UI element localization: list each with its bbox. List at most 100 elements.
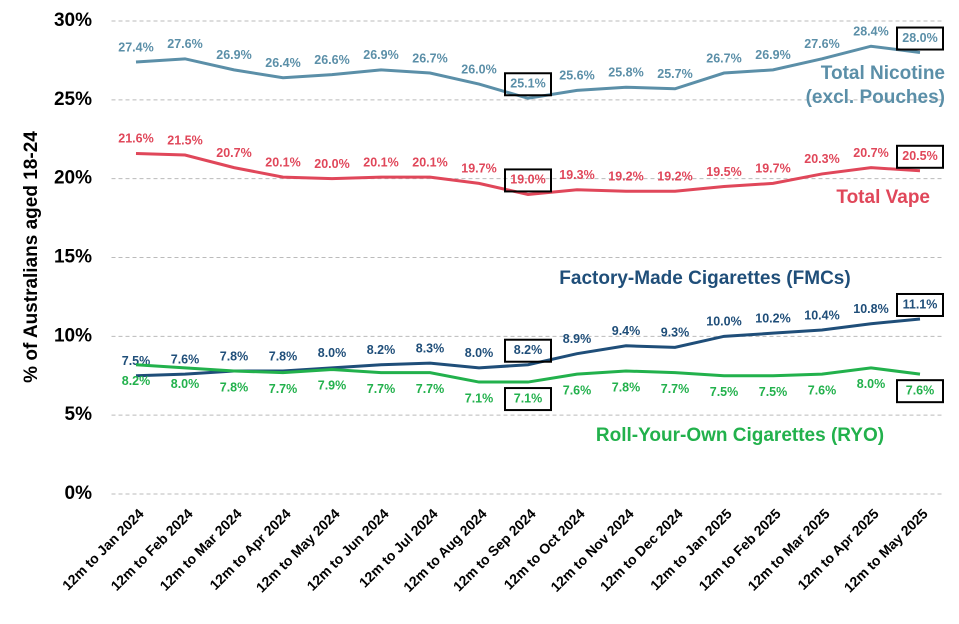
x-tick-label: 12m to May 2025 xyxy=(841,505,931,595)
value-label: 27.6% xyxy=(804,37,839,51)
x-tick-label: 12m to Feb 2025 xyxy=(695,505,783,593)
value-label: 20.1% xyxy=(363,155,398,169)
value-label: 9.3% xyxy=(661,326,690,340)
value-label: 25.6% xyxy=(559,69,594,83)
value-label: 26.7% xyxy=(412,51,447,65)
series-line xyxy=(135,363,921,384)
value-label: 20.7% xyxy=(853,146,888,160)
value-label: 20.0% xyxy=(314,157,349,171)
value-label: 7.7% xyxy=(269,382,298,396)
value-label: 19.7% xyxy=(461,162,496,176)
series-label: Total Nicotine (excl. Pouches) xyxy=(805,63,945,108)
value-label: 8.3% xyxy=(416,341,445,355)
y-tick-label: 30% xyxy=(54,10,92,31)
value-label: 21.6% xyxy=(118,132,153,146)
value-label: 10.0% xyxy=(706,315,741,329)
x-tick-label: 12m to Sep 2024 xyxy=(450,505,539,594)
value-label: 8.9% xyxy=(563,332,592,346)
value-label: 7.5% xyxy=(710,385,739,399)
value-label: 19.0% xyxy=(510,173,545,187)
value-label: 8.0% xyxy=(318,346,347,360)
value-label: 20.5% xyxy=(902,149,937,163)
value-label: 20.7% xyxy=(216,146,251,160)
value-label: 19.7% xyxy=(755,162,790,176)
x-tick-label: 12m to May 2024 xyxy=(253,505,343,595)
value-label: 7.7% xyxy=(661,382,690,396)
x-tick-label: 12m to Jan 2024 xyxy=(59,505,147,593)
value-label: 28.4% xyxy=(853,25,888,39)
value-label: 7.8% xyxy=(220,380,249,394)
value-label: 25.7% xyxy=(657,67,692,81)
highlight-box xyxy=(504,338,552,363)
x-tick-label: 12m to Mar 2025 xyxy=(744,505,833,594)
value-label: 20.1% xyxy=(412,155,447,169)
value-label: 7.8% xyxy=(612,380,641,394)
y-tick-label: 10% xyxy=(54,325,92,346)
highlight-box xyxy=(896,379,944,404)
highlight-box xyxy=(896,144,944,169)
value-label: 19.2% xyxy=(657,170,692,184)
series-line xyxy=(135,151,921,196)
highlight-box xyxy=(896,292,944,317)
x-tick-label: 12m to Mar 2024 xyxy=(156,505,245,594)
series-label: Roll-Your-Own Cigarettes (RYO) xyxy=(595,425,885,446)
value-label: 26.0% xyxy=(461,62,496,76)
value-label: 7.6% xyxy=(171,352,200,366)
value-label: 7.9% xyxy=(318,379,347,393)
y-tick-label: 5% xyxy=(65,404,93,425)
value-label: 27.6% xyxy=(167,37,202,51)
value-label: 9.4% xyxy=(612,324,641,338)
value-label: 7.8% xyxy=(220,349,249,363)
value-label: 8.2% xyxy=(514,343,543,357)
x-tick-label: 12m to Jun 2024 xyxy=(303,505,391,593)
value-label: 19.3% xyxy=(559,168,594,182)
value-label: 25.8% xyxy=(608,66,643,80)
value-label: 26.6% xyxy=(314,53,349,67)
x-tick-label: 12m to Nov 2024 xyxy=(547,505,637,595)
x-tick-label: 12m to Dec 2024 xyxy=(597,505,686,594)
y-axis-title: % of Australians aged 18-24 xyxy=(21,131,42,383)
x-tick-label: 12m to Aug 2024 xyxy=(400,505,490,595)
series-label: Total Vape xyxy=(836,187,930,208)
value-label: 7.1% xyxy=(514,391,543,405)
series-line xyxy=(135,44,921,100)
value-label: 7.7% xyxy=(416,382,445,396)
highlight-box xyxy=(504,168,552,193)
y-tick-label: 15% xyxy=(54,247,92,268)
value-label: 7.6% xyxy=(808,383,837,397)
y-tick-label: 25% xyxy=(54,89,92,110)
value-label: 7.5% xyxy=(759,385,788,399)
value-label: 10.8% xyxy=(853,302,888,316)
x-tick-label: 12m to Feb 2024 xyxy=(107,505,195,593)
value-label: 27.4% xyxy=(118,40,153,54)
highlight-box xyxy=(896,26,944,51)
value-label: 20.1% xyxy=(265,155,300,169)
value-label: 26.9% xyxy=(363,48,398,62)
value-label: 26.7% xyxy=(706,51,741,65)
value-label: 11.1% xyxy=(903,297,938,311)
value-label: 21.5% xyxy=(167,133,202,147)
y-tick-label: 20% xyxy=(54,168,92,189)
y-tick-label: 0% xyxy=(65,483,93,504)
value-label: 7.7% xyxy=(367,382,396,396)
value-label: 26.4% xyxy=(265,56,300,70)
value-label: 28.0% xyxy=(902,31,937,45)
value-label: 8.2% xyxy=(367,343,396,357)
value-label: 7.6% xyxy=(563,383,592,397)
highlight-box xyxy=(504,72,552,97)
value-label: 26.9% xyxy=(755,48,790,62)
value-label: 7.8% xyxy=(269,349,298,363)
value-label: 10.2% xyxy=(755,311,790,325)
value-label: 26.9% xyxy=(216,48,251,62)
value-label: 19.2% xyxy=(608,170,643,184)
value-label: 8.0% xyxy=(465,346,494,360)
value-label: 25.1% xyxy=(510,77,545,91)
value-label: 7.6% xyxy=(906,383,935,397)
value-label: 8.0% xyxy=(857,377,886,391)
value-label: 10.4% xyxy=(804,308,839,322)
value-label: 7.1% xyxy=(465,391,494,405)
value-label: 8.2% xyxy=(122,374,151,388)
value-label: 19.5% xyxy=(706,165,741,179)
